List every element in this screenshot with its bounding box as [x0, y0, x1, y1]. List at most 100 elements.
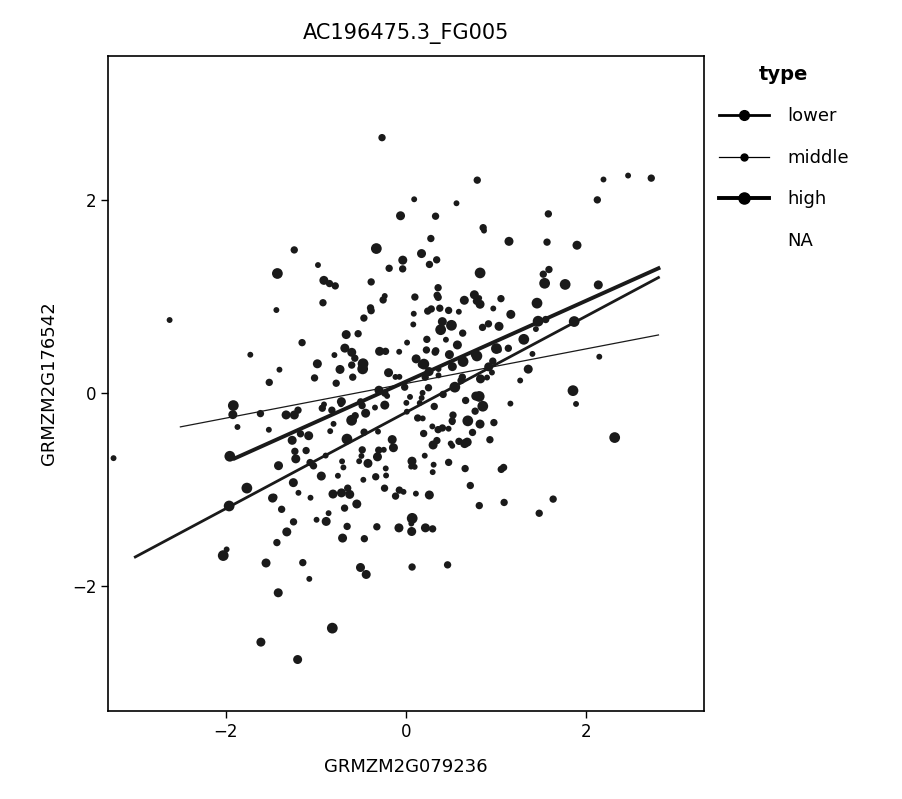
Point: [314, 470, 328, 483]
Point: [529, 323, 543, 336]
Point: [403, 391, 418, 403]
Title: AC196475.3_FG005: AC196475.3_FG005: [303, 23, 509, 44]
Point: [378, 387, 392, 400]
Point: [444, 437, 458, 450]
Point: [244, 348, 258, 361]
Point: [435, 316, 449, 328]
Point: [370, 451, 384, 463]
Point: [440, 559, 455, 571]
Point: [503, 308, 518, 320]
Point: [336, 531, 350, 544]
Point: [418, 449, 432, 462]
Point: [417, 427, 431, 440]
Point: [345, 359, 359, 372]
Point: [223, 450, 237, 463]
Point: [487, 416, 502, 429]
Point: [364, 301, 378, 314]
Point: [395, 263, 410, 276]
Point: [472, 499, 486, 512]
Point: [475, 400, 490, 412]
Point: [322, 277, 336, 290]
Point: [473, 267, 487, 280]
Point: [569, 398, 584, 411]
Point: [335, 487, 349, 499]
Point: [323, 425, 337, 438]
Point: [325, 403, 339, 416]
Point: [416, 412, 430, 425]
Point: [288, 445, 302, 458]
Point: [493, 292, 508, 305]
Point: [345, 414, 359, 427]
Point: [458, 462, 473, 475]
Point: [590, 193, 604, 206]
Point: [331, 469, 345, 482]
Point: [566, 384, 580, 397]
Point: [285, 434, 299, 447]
Point: [414, 392, 428, 404]
Point: [388, 371, 402, 384]
Point: [436, 388, 450, 401]
Point: [393, 209, 408, 222]
Point: [162, 314, 177, 327]
Point: [570, 239, 584, 252]
Point: [407, 193, 421, 205]
Point: [496, 461, 511, 474]
Point: [327, 348, 342, 361]
Point: [369, 242, 383, 255]
Point: [345, 371, 360, 384]
Point: [433, 302, 447, 315]
Point: [447, 381, 462, 394]
Point: [427, 400, 441, 413]
Point: [420, 304, 435, 317]
Point: [333, 363, 347, 376]
Point: [513, 374, 528, 387]
Point: [621, 169, 635, 182]
Point: [253, 407, 268, 420]
Point: [347, 352, 362, 364]
Point: [340, 433, 354, 446]
Point: [405, 512, 419, 525]
Point: [538, 277, 552, 290]
Point: [469, 295, 483, 308]
Point: [422, 365, 437, 378]
Point: [379, 462, 393, 475]
Point: [494, 463, 509, 475]
Point: [354, 450, 369, 463]
Point: [441, 423, 456, 435]
Point: [431, 291, 446, 304]
Y-axis label: GRMZM2G176542: GRMZM2G176542: [40, 302, 58, 465]
Point: [370, 520, 384, 533]
Point: [475, 321, 490, 334]
Point: [452, 305, 466, 318]
Point: [485, 355, 500, 368]
Point: [531, 315, 546, 328]
Point: [567, 315, 582, 328]
Point: [392, 345, 407, 358]
Point: [538, 313, 553, 326]
Point: [384, 433, 399, 446]
Point: [503, 397, 518, 410]
Point: [457, 294, 472, 307]
Point: [441, 456, 456, 469]
Point: [325, 622, 339, 634]
Point: [405, 455, 419, 467]
Point: [408, 291, 422, 304]
Point: [438, 333, 453, 346]
Point: [482, 360, 496, 373]
Point: [310, 357, 325, 370]
Point: [309, 514, 324, 527]
Point: [339, 328, 354, 341]
Point: [301, 429, 316, 442]
Point: [106, 451, 121, 464]
Point: [521, 363, 536, 376]
Point: [386, 441, 400, 454]
Point: [450, 339, 465, 352]
Point: [335, 455, 349, 467]
Point: [216, 549, 230, 562]
Point: [497, 496, 511, 509]
Point: [467, 288, 482, 301]
Point: [502, 235, 516, 248]
Point: [591, 279, 605, 292]
Point: [461, 415, 475, 427]
Point: [409, 487, 423, 500]
